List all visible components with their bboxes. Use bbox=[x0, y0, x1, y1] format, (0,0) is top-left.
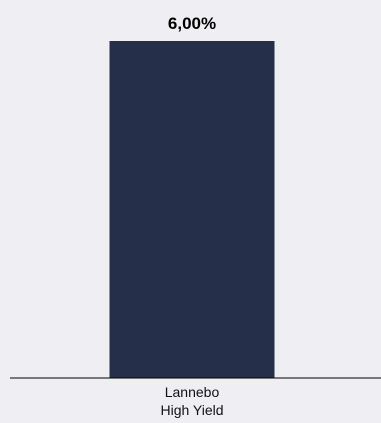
bars-group bbox=[109, 41, 275, 378]
x-tick-label: Lannebo bbox=[165, 384, 220, 400]
bar bbox=[109, 41, 275, 378]
x-tick-label: High Yield bbox=[160, 402, 223, 418]
bar-data-label: 6,00% bbox=[168, 14, 216, 33]
labels-group: 6,00% Lannebo High Yield bbox=[160, 14, 223, 418]
